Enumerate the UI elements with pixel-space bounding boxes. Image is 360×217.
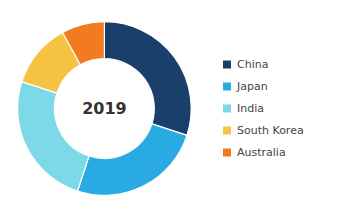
svg-text:2019: 2019	[82, 99, 127, 118]
svg-text:Australia: Australia	[237, 146, 286, 159]
svg-text:China: China	[237, 58, 268, 71]
svg-text:Japan: Japan	[236, 80, 268, 93]
svg-text:South Korea: South Korea	[237, 124, 304, 137]
svg-text:India: India	[237, 102, 264, 115]
